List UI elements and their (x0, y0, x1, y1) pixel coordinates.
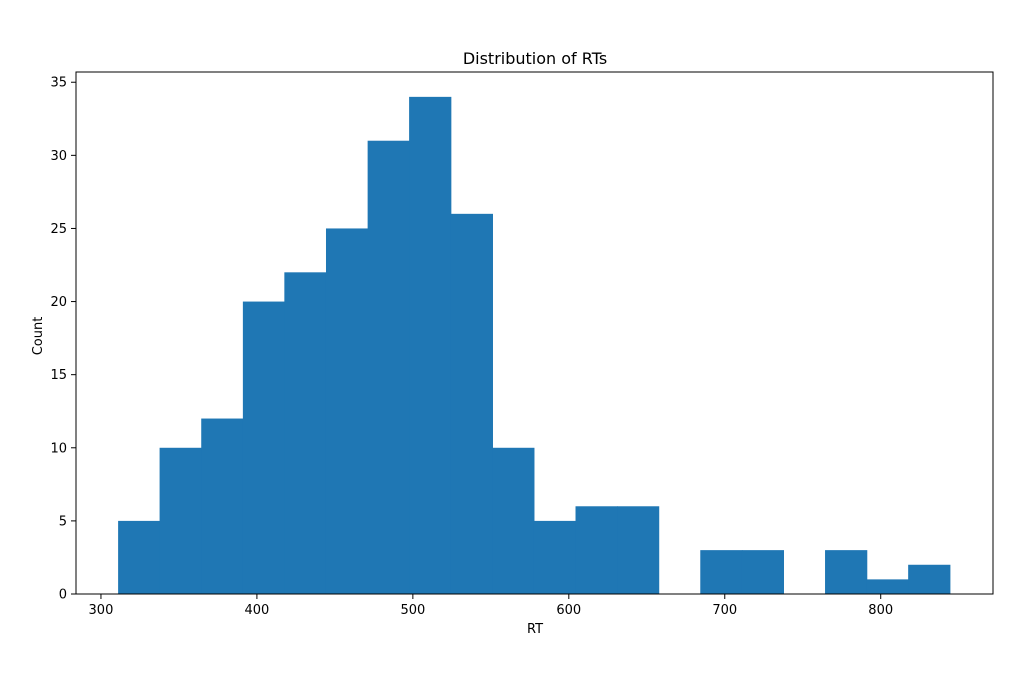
y-tick-label: 10 (50, 441, 67, 456)
y-tick-label: 20 (50, 295, 67, 310)
y-tick-label: 25 (50, 222, 67, 237)
histogram-bar-14 (700, 550, 743, 594)
y-tick-label: 0 (59, 588, 67, 603)
histogram-bar-12 (617, 506, 660, 594)
histogram-bar-3 (242, 301, 285, 594)
histogram-bar-7 (409, 96, 452, 595)
histogram-bar-10 (533, 520, 577, 594)
y-tick-label: 15 (50, 368, 67, 383)
histogram-bar-0 (118, 520, 161, 594)
histogram-bar-2 (201, 418, 244, 594)
histogram-bar-1 (159, 447, 202, 594)
x-axis-label: RT (527, 622, 543, 637)
chart-title: Distribution of RTs (463, 49, 607, 68)
histogram-bar-18 (866, 579, 909, 594)
histogram-bar-8 (450, 213, 493, 594)
x-tick-label: 500 (400, 603, 425, 618)
histogram-bar-6 (367, 140, 410, 594)
x-tick-label: 700 (712, 603, 737, 618)
histogram-bar-19 (908, 564, 951, 594)
y-tick-label: 5 (59, 514, 67, 529)
histogram-bar-15 (741, 550, 784, 594)
y-tick-label: 35 (50, 76, 67, 91)
histogram-bar-4 (284, 272, 327, 594)
y-axis-ticks: 0 5 10 15 20 25 30 35 (50, 76, 76, 603)
plot-frame (75, 71, 994, 595)
histogram-bar-9 (492, 447, 535, 594)
y-tick-label: 30 (50, 149, 67, 164)
x-tick-label: 800 (868, 603, 893, 618)
x-axis-ticks: 300 400 500 600 700 800 (89, 594, 893, 618)
x-tick-label: 600 (556, 603, 581, 618)
x-tick-label: 400 (244, 603, 269, 618)
x-tick-label: 300 (89, 603, 114, 618)
histogram-bar-17 (825, 550, 868, 594)
histogram-bar-11 (575, 506, 618, 594)
y-axis-label: Count (31, 317, 46, 356)
bars (118, 96, 951, 595)
histogram-bar-5 (325, 228, 369, 594)
